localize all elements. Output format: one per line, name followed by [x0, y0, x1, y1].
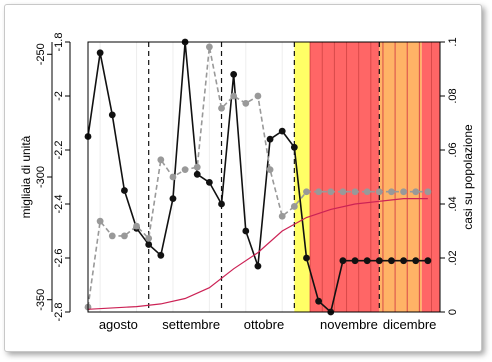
data-point [254, 92, 262, 100]
month-label: ottobre [244, 317, 284, 332]
data-point [400, 257, 407, 265]
data-point [121, 232, 128, 240]
inner-left-tick-label: -2 [53, 91, 65, 101]
series-line [87, 198, 428, 310]
data-point [290, 143, 298, 151]
left-axis-title: migliaia di unità [19, 135, 33, 218]
right-axis-title: casi su popolazione [461, 124, 475, 230]
data-point [315, 188, 323, 196]
shaded-region [379, 42, 422, 312]
data-point [351, 257, 359, 265]
data-point [218, 200, 225, 208]
right-tick-label: .1 [447, 37, 459, 46]
month-label: agosto [99, 317, 138, 332]
inner-left-tick-label: -2.2 [53, 141, 65, 160]
shaded-region [310, 42, 380, 312]
data-point [375, 257, 383, 265]
data-point [133, 222, 140, 230]
data-point [339, 188, 347, 196]
data-point [108, 232, 116, 240]
data-point [351, 188, 359, 196]
inner-left-tick-label: -2.4 [53, 195, 65, 214]
data-point [181, 166, 189, 174]
data-point [278, 212, 286, 220]
inner-left-tick-label: -1.8 [53, 33, 65, 52]
axis-labels: -250 -300 -350 -1.8 -2 -2.2 -2.4 -2.6 -2.8 miglia… [19, 33, 475, 332]
month-label: dicembre [383, 317, 436, 332]
inner-left-tick-label: -2.6 [53, 249, 65, 268]
data-point [242, 99, 250, 107]
data-point [339, 257, 347, 265]
data-point [388, 188, 395, 196]
data-point [145, 234, 153, 242]
data-point [375, 188, 383, 196]
shaded-regions [294, 42, 440, 312]
data-point [254, 262, 262, 270]
outer-left-tick-label: -300 [35, 166, 47, 188]
data-point [424, 257, 432, 265]
data-point [218, 104, 225, 112]
month-separators [148, 42, 380, 312]
right-tick-label: 0 [447, 309, 459, 315]
data-point [412, 257, 420, 265]
inner-left-tick-label: -2.8 [53, 303, 65, 322]
data-point [290, 203, 298, 210]
data-point [363, 188, 371, 196]
data-point [388, 257, 395, 265]
data-point [303, 254, 310, 262]
data-point [315, 297, 323, 305]
data-point [193, 163, 201, 171]
data-point [96, 217, 104, 225]
data-point [193, 170, 201, 178]
data-point [169, 195, 177, 203]
data-point [242, 227, 250, 235]
data-point [230, 71, 238, 78]
data-point [278, 127, 286, 135]
data-point [157, 251, 165, 259]
outer-left-tick-label: -250 [35, 43, 47, 65]
gridlines [99, 42, 283, 312]
data-point [145, 241, 153, 248]
data-point [121, 187, 128, 194]
data-point [96, 49, 104, 57]
shaded-region [421, 42, 440, 312]
data-point [169, 173, 177, 181]
data-point [412, 188, 420, 196]
month-label: novembre [320, 317, 378, 332]
month-label: settembre [162, 317, 220, 332]
data-point [157, 156, 165, 164]
data-point [266, 166, 274, 174]
shaded-region [294, 42, 311, 312]
data-point [303, 188, 310, 196]
data-point [266, 135, 274, 143]
data-point [205, 43, 213, 51]
data-point [108, 111, 116, 119]
right-tick-label: .02 [447, 250, 459, 265]
data-point [327, 188, 335, 196]
data-point [230, 92, 238, 100]
axes [47, 41, 445, 313]
right-tick-label: .04 [447, 196, 459, 211]
outer-left-tick-label: -350 [35, 289, 47, 311]
right-tick-label: .08 [447, 88, 459, 103]
data-point [205, 179, 213, 186]
data-point [424, 188, 432, 196]
right-tick-label: .06 [447, 142, 459, 157]
data-point [400, 188, 407, 196]
series-group [84, 38, 432, 316]
data-point [363, 257, 371, 265]
plot-border [87, 41, 441, 313]
